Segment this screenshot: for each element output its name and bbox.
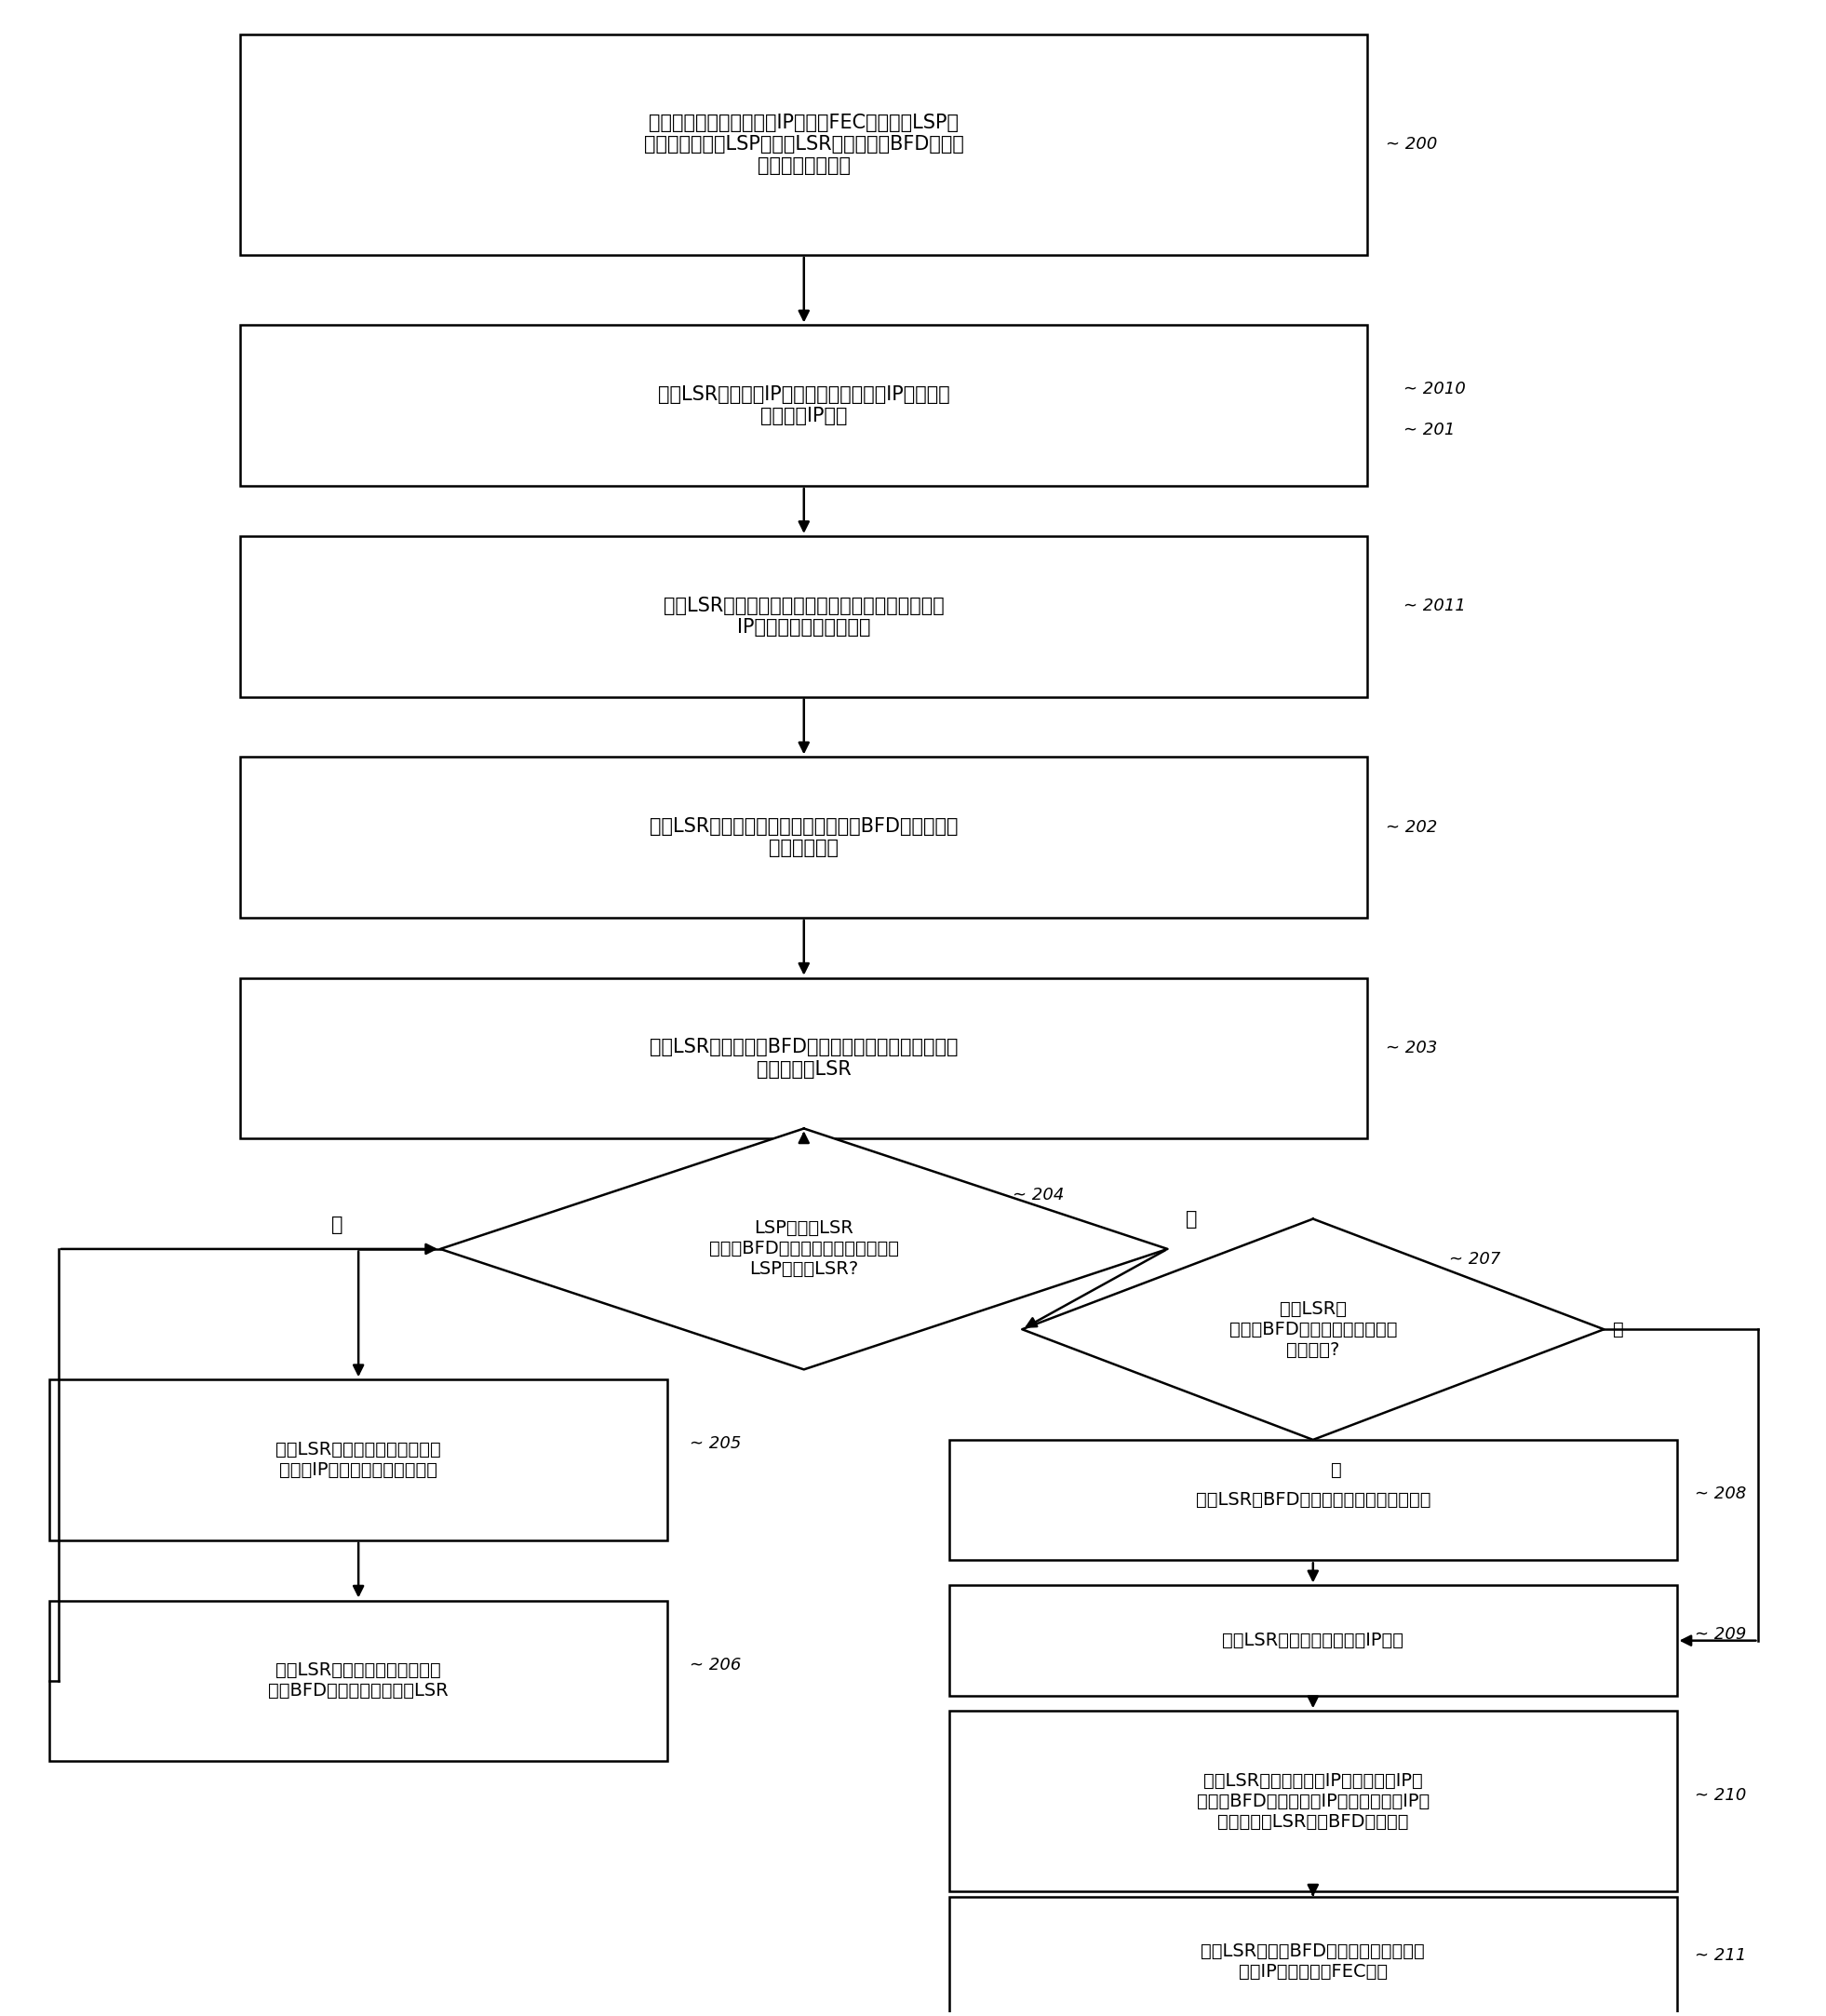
Text: 是: 是 — [1331, 1462, 1342, 1480]
Text: 中间LSR按照查询到的下一跳信
息将BFD报文转发给下一跳LSR: 中间LSR按照查询到的下一跳信 息将BFD报文转发给下一跳LSR — [268, 1661, 449, 1699]
Text: 在对目的地址为同一网段IP地址的FEC所对应的LSP进
行故障检测时，LSP的入口LSR对待发送的BFD报文进
行网络层协议封装: 在对目的地址为同一网段IP地址的FEC所对应的LSP进 行故障检测时，LSP的入… — [645, 113, 964, 175]
FancyBboxPatch shape — [950, 1585, 1676, 1695]
Text: 是: 是 — [1185, 1210, 1198, 1228]
Text: 入口LSR在本地的IP路由表中查询与网段IP地址对应
的下一跳IP地址: 入口LSR在本地的IP路由表中查询与网段IP地址对应 的下一跳IP地址 — [657, 385, 950, 425]
Text: 入口LSR在本地的下一跳信息邻接表中查询与下一跳
IP地址对应的下一跳信息: 入口LSR在本地的下一跳信息邻接表中查询与下一跳 IP地址对应的下一跳信息 — [663, 597, 944, 637]
Text: 出口LSR将选取的本地IP地址作为源IP地
址，将BFD报文中的源IP地址作为目的IP地
址，向入口LSR返回BFD应答报文: 出口LSR将选取的本地IP地址作为源IP地 址，将BFD报文中的源IP地址作为目… — [1196, 1772, 1430, 1831]
Text: ∼ 206: ∼ 206 — [690, 1657, 741, 1673]
FancyBboxPatch shape — [241, 756, 1368, 917]
Text: 入口LSR将封装后的BFD报文发送给与查询到的下一跳
信息对应的LSR: 入口LSR将封装后的BFD报文发送给与查询到的下一跳 信息对应的LSR — [650, 1038, 959, 1079]
Text: ∼ 208: ∼ 208 — [1695, 1486, 1746, 1502]
Text: ∼ 210: ∼ 210 — [1695, 1786, 1746, 1804]
Text: 入口LSR根据查询到的下一跳信息，对BFD报文进行链
路层协议封装: 入口LSR根据查询到的下一跳信息，对BFD报文进行链 路层协议封装 — [650, 816, 959, 857]
Text: ∼ 209: ∼ 209 — [1695, 1627, 1746, 1643]
Text: 中间LSR在本地路由表中查询到
与网段IP地址对应的下一跳信息: 中间LSR在本地路由表中查询到 与网段IP地址对应的下一跳信息 — [276, 1441, 442, 1480]
Text: LSP的任一LSR
接收到BFD报文后，识别自身是否为
LSP的出口LSR?: LSP的任一LSR 接收到BFD报文后，识别自身是否为 LSP的出口LSR? — [708, 1220, 898, 1278]
Text: ∼ 207: ∼ 207 — [1450, 1250, 1501, 1268]
Text: ∼ 201: ∼ 201 — [1404, 421, 1455, 437]
FancyBboxPatch shape — [241, 536, 1368, 698]
Text: 出口LSR检
测接收BFD报文的速率是否大于
预设速率?: 出口LSR检 测接收BFD报文的速率是否大于 预设速率? — [1229, 1300, 1397, 1359]
Text: ∼ 205: ∼ 205 — [690, 1435, 741, 1452]
Text: 入口LSR接收到BFD应答报文后，将其中
的源IP地址与上述FEC绑定: 入口LSR接收到BFD应答报文后，将其中 的源IP地址与上述FEC绑定 — [1202, 1943, 1424, 1982]
Text: 否: 否 — [1612, 1320, 1623, 1339]
FancyBboxPatch shape — [241, 34, 1368, 254]
Text: 出口LSR在本地选取一本地IP地址: 出口LSR在本地选取一本地IP地址 — [1222, 1631, 1404, 1649]
Text: 出口LSR对BFD报文进行限速或者丢弃处理: 出口LSR对BFD报文进行限速或者丢弃处理 — [1196, 1492, 1430, 1508]
FancyBboxPatch shape — [49, 1379, 668, 1540]
Polygon shape — [440, 1129, 1167, 1369]
Text: ∼ 2011: ∼ 2011 — [1404, 599, 1466, 615]
FancyBboxPatch shape — [950, 1439, 1676, 1560]
FancyBboxPatch shape — [241, 978, 1368, 1139]
FancyBboxPatch shape — [49, 1601, 668, 1762]
FancyBboxPatch shape — [241, 325, 1368, 486]
FancyBboxPatch shape — [950, 1897, 1676, 2016]
Text: ∼ 203: ∼ 203 — [1386, 1040, 1437, 1056]
Text: ∼ 200: ∼ 200 — [1386, 135, 1437, 153]
Polygon shape — [1023, 1220, 1603, 1439]
FancyBboxPatch shape — [950, 1712, 1676, 1891]
Text: 否: 否 — [331, 1216, 343, 1234]
Text: ∼ 211: ∼ 211 — [1695, 1947, 1746, 1964]
Text: ∼ 2010: ∼ 2010 — [1404, 381, 1466, 397]
Text: ∼ 202: ∼ 202 — [1386, 818, 1437, 837]
Text: ∼ 204: ∼ 204 — [1013, 1185, 1065, 1204]
